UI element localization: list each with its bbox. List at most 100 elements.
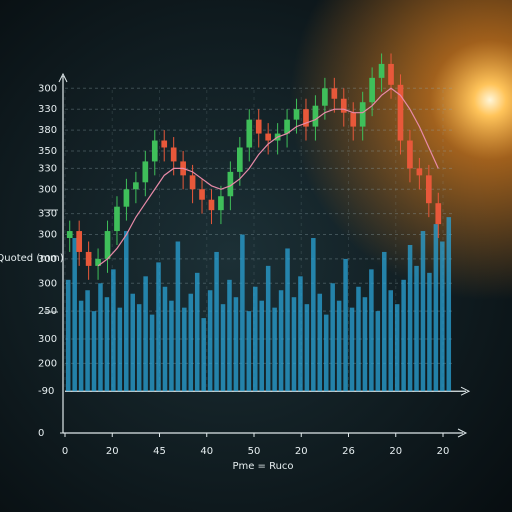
x-tick-label: 20 — [389, 446, 402, 457]
x-tick-label: 20 — [295, 446, 308, 457]
candle-body — [199, 189, 205, 200]
volume-bar — [407, 244, 413, 392]
candle-body — [246, 119, 253, 148]
volume-bar — [136, 304, 142, 392]
candle-body — [123, 189, 130, 207]
volume-bar — [349, 307, 355, 392]
volume-bar — [420, 231, 426, 392]
candle-body — [388, 63, 394, 85]
volume-bar — [278, 290, 284, 392]
volume-bar — [336, 300, 342, 392]
volume-bar — [304, 304, 310, 392]
volume-bar — [220, 304, 226, 392]
moving-average — [97, 87, 439, 267]
volume-bar — [149, 314, 155, 392]
volume-bar — [201, 318, 206, 392]
volume-bar — [117, 307, 123, 392]
y-tick-label: 300 — [38, 184, 57, 195]
volume-bar — [330, 283, 335, 392]
glow — [280, 0, 512, 320]
candle-body — [151, 140, 158, 162]
candle-body — [114, 206, 120, 232]
y-tick-label: 380 — [38, 125, 57, 136]
volume-bar — [369, 269, 374, 392]
y-tick-label: 300 — [38, 334, 57, 345]
candle-body — [378, 63, 385, 78]
volume-bar — [72, 238, 77, 392]
candle-body — [284, 119, 290, 134]
y-tick-label: 330 — [38, 104, 57, 115]
x-tick-label: 20 — [106, 446, 119, 457]
volume-bar — [285, 248, 290, 392]
y-tick-label: 300 — [38, 278, 57, 289]
y-tick-label: 300 — [38, 230, 57, 241]
candle-body — [255, 119, 262, 134]
x-tick-label: 50 — [248, 446, 261, 457]
x-tick-label: 40 — [200, 446, 213, 457]
base-arrow — [460, 386, 471, 396]
volume-bar — [156, 262, 161, 392]
volume-bar — [143, 276, 148, 392]
volume-bar — [427, 272, 432, 392]
volume-bar — [124, 231, 129, 392]
volume-bar — [362, 297, 368, 392]
volume-bar — [394, 304, 400, 392]
volume-bar — [414, 265, 419, 392]
candle-body — [312, 105, 319, 127]
candles — [66, 53, 442, 280]
volume-bar — [104, 297, 110, 392]
volume-bar — [298, 276, 303, 392]
candle-body — [133, 182, 139, 190]
candle-body — [142, 161, 149, 183]
volume-bar — [162, 286, 168, 392]
x-tick-label: 45 — [153, 446, 166, 457]
candle-body — [189, 175, 196, 190]
volume-bar — [401, 279, 406, 392]
y-tick-label: 0 — [38, 428, 44, 439]
volume-bar — [317, 293, 323, 392]
y-tick-label: 200 — [38, 358, 57, 369]
y-tick-label: -90 — [38, 386, 54, 397]
volume-bar — [265, 265, 271, 392]
volume-bar — [382, 251, 387, 392]
volume-bar — [272, 307, 277, 392]
volume-bar — [259, 300, 264, 392]
volume-bar — [323, 314, 329, 392]
volume-bars — [65, 217, 452, 392]
candle-body — [104, 231, 111, 259]
candle-body — [407, 140, 413, 169]
volume-bar — [227, 279, 232, 392]
y-tick-label: 300 — [38, 254, 57, 265]
candle-body — [161, 140, 168, 148]
candle-body — [303, 109, 309, 127]
candle-body — [76, 231, 83, 252]
tick-labels: 300330380350330300330300300300250300200-… — [38, 83, 449, 457]
volume-bar — [375, 311, 381, 392]
y-arrow — [58, 72, 68, 83]
volume-bar — [111, 269, 116, 392]
y-tick-label: 300 — [38, 83, 57, 94]
x-axis-label: Pme = Ruco — [232, 461, 293, 472]
volume-bar — [91, 311, 97, 392]
volume-bar — [246, 311, 252, 392]
x-tick-label: 0 — [62, 446, 68, 457]
volume-bar — [233, 297, 239, 392]
x-tick-label: 26 — [342, 446, 355, 457]
candle-body — [293, 109, 300, 120]
y-tick-label: 330 — [38, 209, 57, 220]
volume-bar — [433, 224, 439, 392]
candle-body — [322, 88, 328, 106]
volume-bar — [65, 279, 71, 392]
candle-body — [170, 147, 177, 162]
volume-bar — [169, 300, 174, 392]
candle-body — [416, 168, 423, 176]
y-axis-label: Quoted (mm) — [0, 253, 64, 264]
candle-body — [340, 98, 347, 113]
candle-body — [227, 171, 234, 197]
candle-body — [359, 102, 366, 127]
volume-bar — [207, 290, 213, 392]
candle-body — [435, 203, 442, 225]
candle-body — [331, 88, 338, 99]
volume-bar — [188, 293, 194, 392]
